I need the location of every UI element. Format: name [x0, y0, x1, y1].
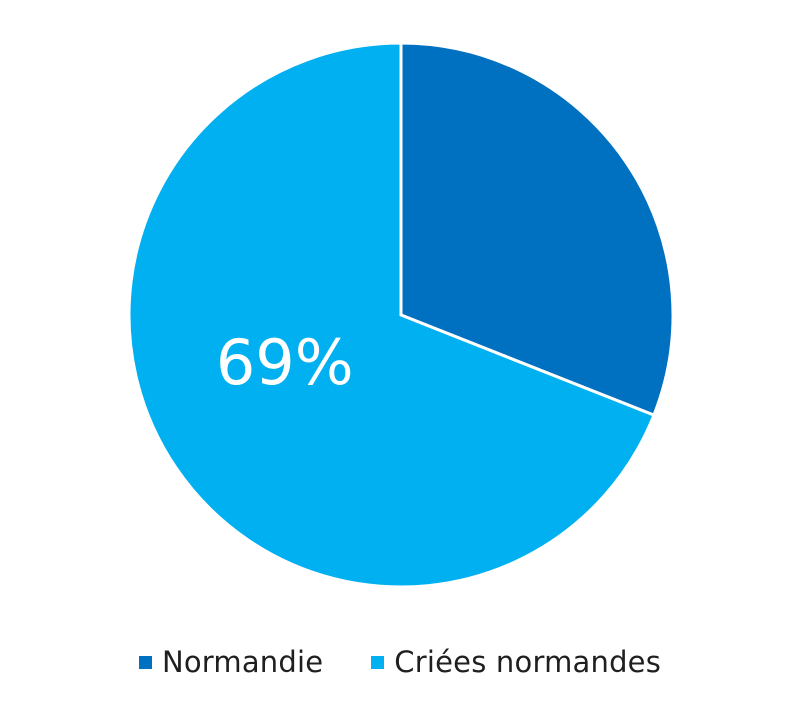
chart-legend: Normandie Criées normandes	[0, 640, 800, 684]
pie-chart: 69%	[127, 41, 675, 589]
legend-swatch-criees-normandes	[371, 655, 385, 669]
legend-item-criees-normandes: Criées normandes	[371, 645, 661, 679]
legend-label-criees-normandes: Criées normandes	[394, 645, 662, 679]
legend-label-normandie: Normandie	[161, 645, 324, 679]
pie-slice-normandie	[399, 41, 675, 418]
pie-slice-criees-normandes	[127, 41, 656, 589]
pie-slices	[127, 41, 675, 589]
slice-data-label: 69%	[216, 326, 354, 399]
legend-swatch-normandie	[138, 655, 152, 669]
legend-item-normandie: Normandie	[138, 645, 324, 679]
